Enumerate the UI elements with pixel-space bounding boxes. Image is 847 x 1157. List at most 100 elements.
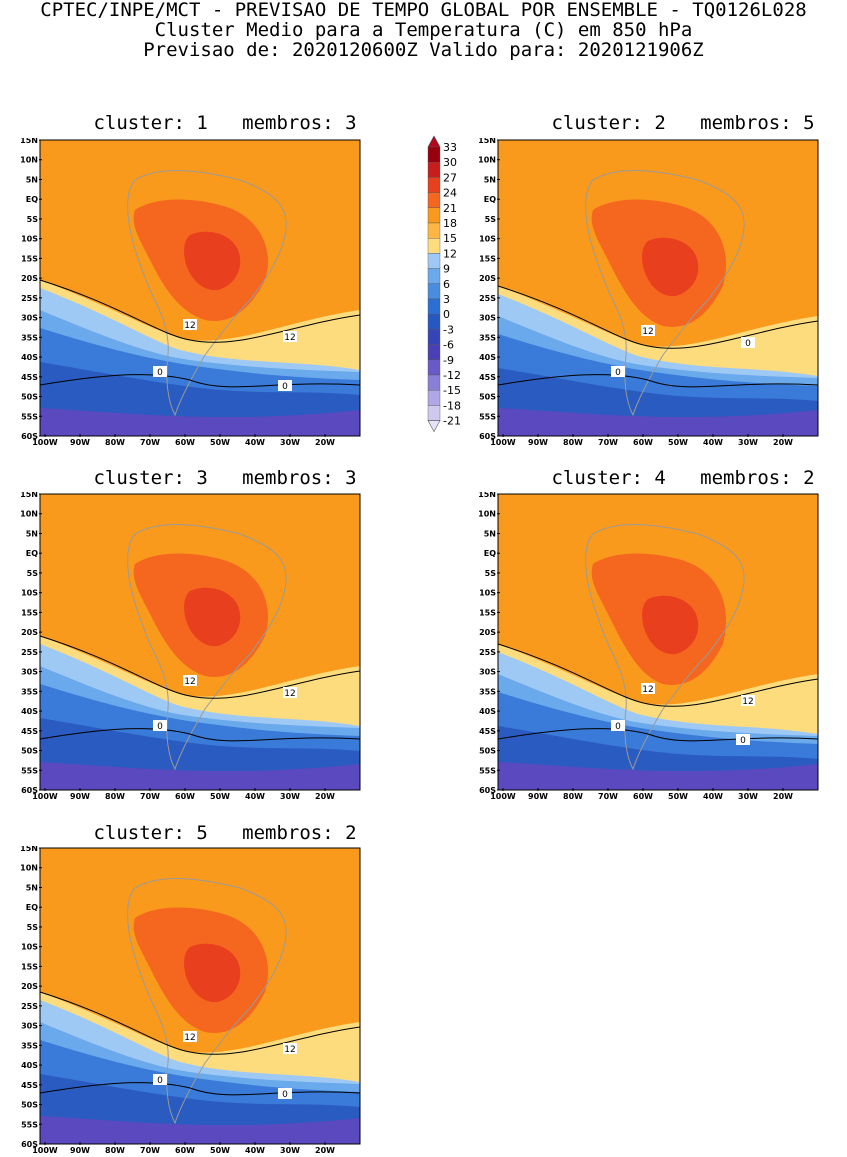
colorbar-swatch [427, 253, 441, 269]
lat-label: 10N [478, 510, 496, 519]
lat-label: 55S [21, 412, 38, 421]
lat-label: 40S [21, 707, 38, 716]
lat-label: 35S [21, 333, 38, 342]
contour-label: 0 [741, 337, 755, 349]
colorbar-label: -9 [443, 354, 454, 367]
lon-label: 20W [315, 1146, 335, 1155]
lon-label: 60W [633, 792, 653, 801]
svg-text:0: 0 [157, 722, 163, 732]
lat-label: EQ [26, 195, 38, 204]
lat-label: 20S [479, 628, 496, 637]
colorbar-min-arrow [427, 420, 441, 433]
map-frame [497, 139, 819, 437]
lon-label: 90W [70, 438, 90, 447]
svg-text:12: 12 [742, 697, 753, 707]
lat-label: 10S [21, 589, 38, 598]
lat-label: 5S [485, 569, 497, 578]
colorbar-label: 12 [443, 247, 457, 260]
colorbar-swatch [427, 192, 441, 208]
colorbar-label: 33 [443, 141, 457, 154]
colorbar-label: -3 [443, 323, 454, 336]
colorbar-label: 21 [443, 202, 457, 215]
lon-label: 60W [175, 1146, 195, 1155]
band-m6 [498, 408, 818, 436]
lat-label: 45S [21, 1081, 38, 1090]
lat-label: 25S [479, 294, 496, 303]
colorbar-swatch [427, 313, 441, 330]
lat-label: EQ [26, 903, 38, 912]
colorbar-label: -12 [443, 369, 461, 382]
lat-label: 55S [21, 1120, 38, 1129]
colorbar-label: 18 [443, 217, 457, 230]
lat-label: 20S [21, 274, 38, 283]
lon-label: 100W [490, 438, 516, 447]
colorbar-label: 9 [443, 263, 450, 276]
contour-12 [39, 991, 361, 1055]
band-m6 [498, 762, 818, 790]
lat-label: 25S [21, 648, 38, 657]
band-15 [40, 848, 360, 954]
lon-label: 80W [563, 792, 583, 801]
map-frame [497, 493, 819, 791]
svg-text:0: 0 [615, 722, 621, 732]
svg-text:12: 12 [184, 1033, 195, 1043]
contour-label: 12 [641, 325, 655, 337]
colorbar-swatch [427, 146, 441, 163]
lat-label: 15N [478, 492, 496, 499]
contour-label: 12 [283, 687, 297, 699]
svg-text:0: 0 [282, 382, 288, 392]
panel-2-title: cluster: 2 membros: 5 [551, 112, 815, 134]
contour-12 [39, 279, 361, 343]
lat-label: 60S [479, 786, 496, 795]
map-frame [39, 847, 361, 1145]
colorbar-swatch [427, 344, 441, 361]
svg-text:12: 12 [184, 321, 195, 331]
lat-label: 30S [21, 668, 38, 677]
contour-label: 12 [741, 695, 755, 707]
lat-label: 15N [20, 846, 38, 853]
svg-text:12: 12 [184, 677, 195, 687]
band-m6 [40, 1116, 360, 1144]
map-panel-2: 12 0 0 15N 10N 5N EQ 5S 10S 15S 20S 25S 30S 35S 40S 45S… [473, 138, 823, 448]
lat-label: 60S [479, 432, 496, 441]
contour-label: 12 [183, 1031, 197, 1043]
colorbar-swatch [427, 207, 441, 224]
colorbar-swatch [427, 405, 441, 421]
contour-label: 0 [611, 366, 625, 378]
band-m6 [40, 408, 360, 436]
lat-label: 15N [478, 138, 496, 145]
lat-label: 40S [21, 353, 38, 362]
colorbar-label: 27 [443, 171, 457, 184]
colorbar-swatch [427, 390, 441, 406]
lon-label: 70W [598, 438, 618, 447]
lat-label: 10N [478, 156, 496, 165]
lat-label: 20S [21, 982, 38, 991]
band-m6 [40, 762, 360, 790]
lat-label: 45S [21, 727, 38, 736]
lon-label: 70W [140, 1146, 160, 1155]
map-frame [39, 139, 361, 437]
map-frame [39, 493, 361, 791]
lat-label: 45S [479, 727, 496, 736]
lon-label: 70W [598, 792, 618, 801]
lat-label: 50S [21, 393, 38, 402]
colorbar-label: -15 [443, 384, 461, 397]
lat-label: 5N [484, 175, 496, 184]
colorbar-swatch [427, 374, 441, 391]
lat-label: 10N [20, 510, 38, 519]
band-24 [184, 231, 241, 291]
contour-label: 12 [283, 331, 297, 343]
continent-outline [127, 170, 287, 417]
lat-label: 30S [479, 314, 496, 323]
lat-label: 50S [21, 1101, 38, 1110]
continent-outline [585, 170, 745, 417]
svg-text:0: 0 [740, 736, 746, 746]
lat-label: 10N [20, 864, 38, 873]
colorbar-label: -6 [443, 339, 454, 352]
panel-1-title: cluster: 1 membros: 3 [93, 112, 357, 134]
map-panel-5: 12 12 0 0 15N 10N 5N EQ 5S 10S 15S 20S 25S 30S 35S 40S 4… [15, 846, 365, 1156]
map-panel-4: 12 12 0 0 15N 10N 5N EQ 5S 10S 15S 20S 25S 30S 35S 40S 4… [473, 492, 823, 802]
band-15 [498, 140, 818, 248]
lat-label: 15N [20, 492, 38, 499]
continent-outline [585, 524, 745, 771]
